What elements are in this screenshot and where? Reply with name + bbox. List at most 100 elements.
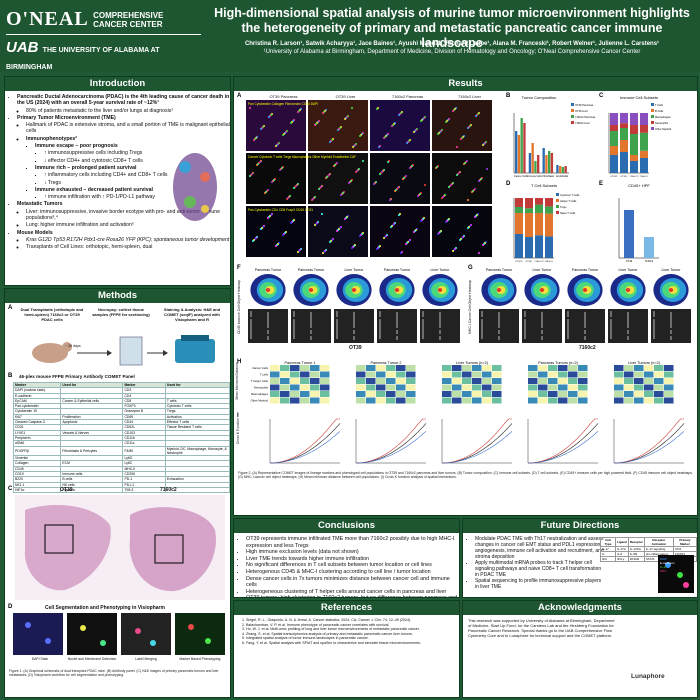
heatmap-gray-dot <box>670 316 672 318</box>
h-heatmap-cell <box>558 384 568 391</box>
chart-d-legend: Helper T Cells <box>560 199 577 203</box>
chart-c-bar <box>620 140 628 152</box>
antibody-table-row: Vimentin Ly6G <box>12 455 230 462</box>
chart-c-legend-swatch <box>651 103 654 106</box>
heatmap-g-col-title: Liver Tumor <box>619 268 639 272</box>
heatmap-f-gray <box>334 309 374 343</box>
heatmap-gray-dot <box>670 324 672 326</box>
comet-cell-dot <box>296 110 300 114</box>
h-heatmap-cell <box>492 378 502 384</box>
h-heatmap-cell <box>270 397 280 404</box>
h-heatmap-cell <box>406 397 416 404</box>
heatmap-gray-dot <box>567 325 569 327</box>
chart-d-bar <box>535 235 543 258</box>
h-heatmap-cell <box>528 371 538 378</box>
heatmap-gray-dot <box>610 321 612 323</box>
heatmap-gray-dot <box>524 331 526 333</box>
comet-cell-dot <box>328 240 332 244</box>
heatmap-gray-dot <box>653 311 655 313</box>
heatmap-gray-dot <box>567 321 569 323</box>
heatmap-gray-dot <box>567 333 569 335</box>
heatmap-gray-dot <box>396 318 398 320</box>
heatmap-gray-dot <box>653 333 655 335</box>
heatmap-gray-dot <box>422 319 424 321</box>
heatmap-gray-dot <box>293 325 295 327</box>
h-heatmap-cell <box>492 365 502 371</box>
seg-step-2: Nuclei and Membrane Detection <box>67 657 117 661</box>
methods-schematic <box>32 335 215 366</box>
h-heatmap-cell <box>270 384 280 391</box>
comet-cell-dot <box>259 127 263 131</box>
chart-e-title: CD45+ HPF <box>628 183 650 188</box>
h-heatmap-cell <box>548 378 558 384</box>
logo-uab: UAB THE UNIVERSITY OF ALABAMA AT BIRMING… <box>6 39 160 71</box>
comet-image-tile <box>370 100 430 151</box>
heatmap-gray-dot <box>379 319 381 321</box>
heatmap-gray-dot <box>439 322 441 324</box>
h-heatmap-title: Liver Tumors (n=2) <box>456 361 489 365</box>
a-row-2-legend: Cancer Cytotoxic T cells Tregs Macrophag… <box>248 155 356 159</box>
h-heatmap-cell <box>578 378 588 384</box>
h-heatmap-cell <box>462 397 472 404</box>
heatmap-g-gray <box>651 309 691 343</box>
heatmap-gray-dot <box>653 315 655 317</box>
a-row-3-legend: Pan Cytokeratin CD4 CD8 Foxp3 CD45 CD31 <box>248 208 314 212</box>
antibody-table-cell: TIM-3 <box>122 486 166 494</box>
chart-d-tick: OT39 P <box>515 261 523 263</box>
heatmap-gray-dot <box>293 315 295 317</box>
h-heatmap-cell <box>644 391 654 397</box>
h-heatmap-cell <box>300 365 310 371</box>
heatmap-gray-dot <box>567 331 569 333</box>
h-heatmap-cell <box>320 384 330 391</box>
heatmap-gray-dot <box>353 316 355 318</box>
heatmap-g-color <box>522 273 562 307</box>
h-heatmap-cell <box>578 384 588 391</box>
comet-cell-dot <box>372 182 376 186</box>
heatmap-gray-dot <box>610 325 612 327</box>
heatmap-gray-dot <box>267 336 269 338</box>
h-heatmap-cell <box>578 397 588 404</box>
comet-cell-dot <box>296 250 300 254</box>
h-heatmap-cell <box>654 384 664 391</box>
heatmap-gray-dot <box>481 313 483 315</box>
heatmap-g-gray <box>479 309 519 343</box>
heatmap-gray-dot <box>439 324 441 326</box>
h-heatmap-cell <box>548 384 558 391</box>
antibody-table-row: HIF1α Hypoxia TIM-3 <box>12 486 230 494</box>
h-heatmap-cell <box>462 365 472 371</box>
heatmap-gray-dot <box>524 329 526 331</box>
acknowledgments-heading: Acknowledgments <box>463 601 697 615</box>
heatmap-gray-dot <box>396 314 398 316</box>
h-heatmap-cell <box>644 397 654 404</box>
heatmap-gray-dot <box>610 333 612 335</box>
comet-cell-dot <box>375 247 379 251</box>
chart-b-tick: Endothelial <box>556 175 568 178</box>
h-row-label: Macrophages <box>251 392 269 396</box>
chart-d-bar <box>525 208 533 213</box>
comet-image-tile <box>246 100 306 151</box>
h-heatmap-cell <box>614 365 624 371</box>
f-group-label: OT39 <box>349 345 362 351</box>
h-heatmap-cell <box>634 384 644 391</box>
heatmap-gray-dot <box>422 313 424 315</box>
heatmap-gray-dot <box>481 329 483 331</box>
h-heatmap-cell <box>578 371 588 378</box>
chart-c-bar <box>610 146 618 155</box>
heatmap-gray-dot <box>653 323 655 325</box>
h-heatmap-cell <box>614 371 624 378</box>
h-heatmap-cell <box>320 397 330 404</box>
heatmap-gray-dot <box>422 311 424 313</box>
heatmap-gray-dot <box>567 323 569 325</box>
heatmap-gray-dot <box>498 320 500 322</box>
heatmap-gray-dot <box>653 325 655 327</box>
introduction-panel: Introduction Pancreatic Ductal Adenocarc… <box>4 76 231 286</box>
h-heatmap-cell <box>452 391 462 397</box>
heatmap-gray-dot <box>524 327 526 329</box>
antibody-table-cell: αSMA <box>12 440 62 447</box>
heatmap-gray-dot <box>584 330 586 332</box>
comet-cell-dot <box>466 198 470 202</box>
heatmap-gray-dot <box>353 318 355 320</box>
references-panel: References Siegel, R. L., Giaquinto, A. … <box>233 600 460 698</box>
heatmap-gray-dot <box>567 335 569 337</box>
comet-cell-dot <box>317 187 321 191</box>
